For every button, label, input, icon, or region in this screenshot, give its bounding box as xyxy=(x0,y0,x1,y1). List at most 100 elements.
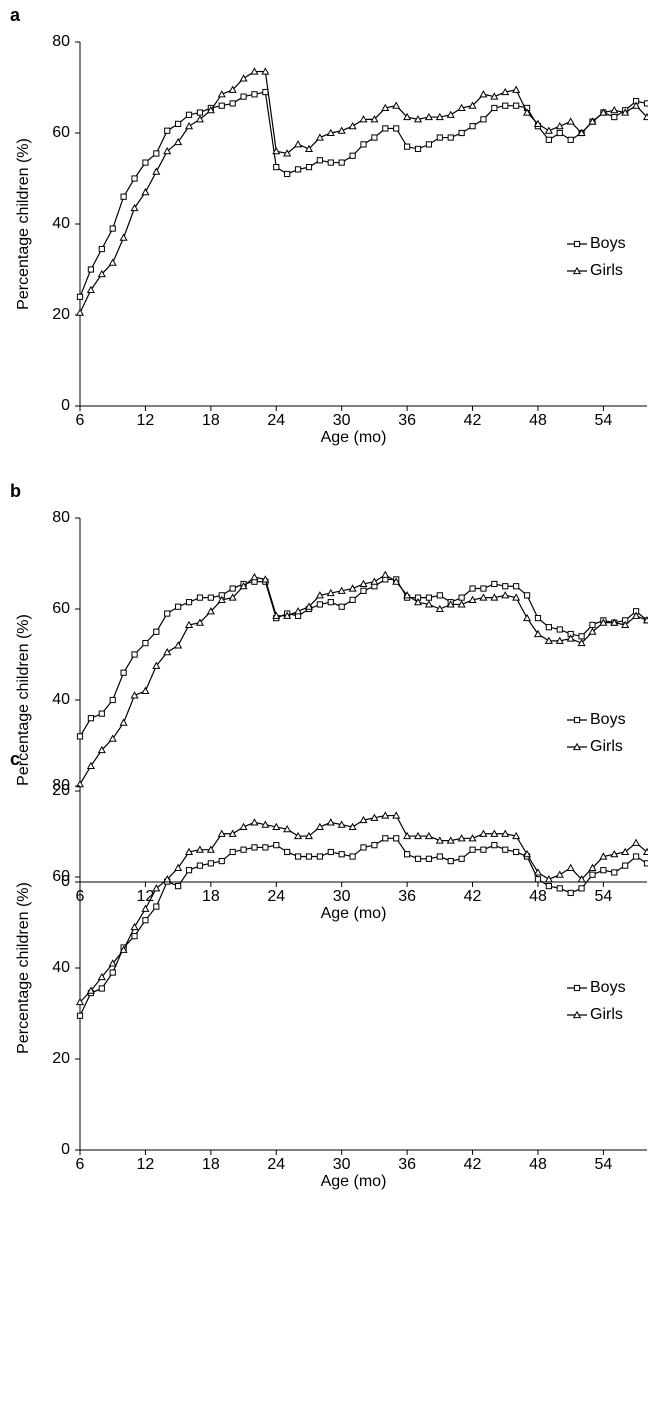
data-point xyxy=(164,127,171,134)
data-point xyxy=(261,575,270,583)
data-point xyxy=(382,835,389,842)
data-point xyxy=(261,820,270,828)
x-tick-label: 54 xyxy=(594,412,612,429)
data-point xyxy=(534,876,542,883)
data-point xyxy=(512,831,521,840)
data-point xyxy=(556,626,563,633)
legend-marker xyxy=(573,716,581,724)
data-point xyxy=(425,141,433,148)
data-point xyxy=(502,846,509,853)
data-point xyxy=(316,853,323,860)
data-point xyxy=(348,121,357,130)
legend-marker xyxy=(572,266,582,275)
data-point xyxy=(523,850,532,858)
data-point xyxy=(534,615,542,622)
data-point xyxy=(600,867,607,874)
x-tick-label: 12 xyxy=(137,1156,155,1173)
data-point xyxy=(109,696,116,704)
series-line xyxy=(79,91,648,298)
data-point xyxy=(512,593,521,601)
data-point xyxy=(131,933,138,940)
data-point xyxy=(480,116,487,123)
data-point xyxy=(283,149,292,157)
data-point xyxy=(577,638,586,647)
data-point xyxy=(272,611,281,619)
data-point xyxy=(152,661,161,669)
y-tick-label: 80 xyxy=(52,509,70,526)
data-point xyxy=(305,164,313,171)
panel-label: b xyxy=(10,481,21,501)
data-point xyxy=(490,829,499,837)
data-point xyxy=(458,129,465,137)
x-tick-label: 24 xyxy=(267,1156,285,1173)
legend-label: Boys xyxy=(590,979,626,996)
data-point xyxy=(435,604,444,613)
data-point xyxy=(229,100,236,107)
data-point xyxy=(152,884,161,892)
data-point xyxy=(566,117,575,125)
data-point xyxy=(273,164,280,171)
data-point xyxy=(370,115,379,123)
x-tick-label: 18 xyxy=(202,888,220,905)
x-tick-label: 30 xyxy=(333,412,351,429)
data-point xyxy=(413,115,423,123)
data-point xyxy=(425,594,433,601)
data-point xyxy=(414,145,422,153)
legend-label: Girls xyxy=(590,262,623,279)
data-point xyxy=(272,146,281,155)
data-point xyxy=(381,811,390,819)
data-point xyxy=(348,822,357,831)
data-point xyxy=(273,842,280,849)
data-point xyxy=(239,582,248,590)
x-tick-label: 6 xyxy=(76,1156,85,1173)
data-point xyxy=(153,150,160,157)
data-point xyxy=(109,225,116,232)
data-point xyxy=(327,848,334,856)
data-point xyxy=(175,883,182,890)
x-tick-label: 18 xyxy=(202,1156,220,1173)
data-point xyxy=(513,583,520,590)
data-point xyxy=(75,308,85,316)
data-point xyxy=(588,117,597,125)
data-point xyxy=(240,93,247,100)
x-tick-label: 36 xyxy=(398,888,416,905)
data-point xyxy=(392,101,401,109)
data-point xyxy=(404,851,411,858)
data-point xyxy=(184,620,194,628)
data-point xyxy=(163,647,172,656)
data-point xyxy=(184,121,194,130)
data-point xyxy=(446,110,455,118)
y-tick-label: 60 xyxy=(52,600,70,617)
y-tick-label: 60 xyxy=(52,868,70,885)
data-point xyxy=(501,829,510,837)
data-point xyxy=(643,100,648,107)
data-point xyxy=(108,258,117,266)
panel-label: a xyxy=(10,5,21,25)
data-point xyxy=(185,111,193,118)
data-point xyxy=(468,834,477,842)
data-point xyxy=(523,592,531,599)
data-point xyxy=(75,997,85,1006)
data-point xyxy=(304,602,314,610)
legend-label: Girls xyxy=(590,1006,623,1023)
data-point xyxy=(175,120,182,128)
data-point xyxy=(164,610,171,617)
data-point xyxy=(229,585,236,592)
data-point xyxy=(381,570,390,578)
series-line xyxy=(79,574,648,785)
data-point xyxy=(599,108,608,116)
data-point xyxy=(119,718,128,726)
data-point xyxy=(413,597,423,606)
data-point xyxy=(131,651,138,658)
data-point xyxy=(316,601,323,608)
data-point xyxy=(555,870,564,878)
data-point xyxy=(578,633,585,640)
data-point xyxy=(502,583,509,590)
data-point xyxy=(403,591,412,599)
y-tick-label: 0 xyxy=(61,397,70,414)
data-point xyxy=(491,842,498,849)
data-point xyxy=(185,867,193,874)
data-point xyxy=(337,820,346,828)
data-point xyxy=(98,710,105,717)
